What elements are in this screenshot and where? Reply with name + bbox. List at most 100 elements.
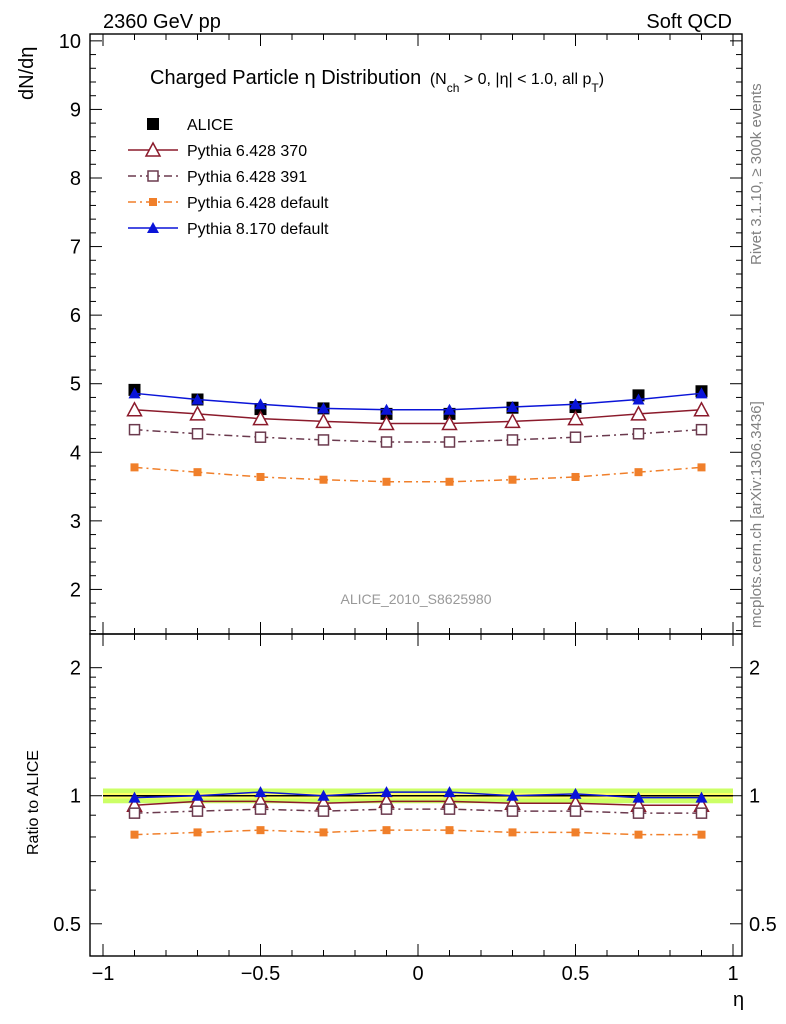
main-data-point xyxy=(567,410,584,426)
ratio-ylabel: Ratio to ALICE xyxy=(25,750,42,855)
main-series-2 xyxy=(128,423,708,448)
main-data-point xyxy=(378,414,395,431)
main-ytick-label: 2 xyxy=(70,579,81,601)
main-data-point xyxy=(443,403,456,415)
title-note-mid: > 0, |η| < 1.0, all p xyxy=(459,71,591,88)
main-data-point xyxy=(317,402,330,414)
ratio-ytick-label-right: 0.5 xyxy=(749,914,777,936)
ratio-data-point xyxy=(128,807,141,819)
legend-label: Pythia 6.428 default xyxy=(187,195,329,212)
main-data-point xyxy=(569,398,582,410)
ratio-data-point xyxy=(695,791,708,803)
header-left: 2360 GeV pp xyxy=(103,11,221,33)
main-data-point xyxy=(504,412,521,429)
ratio-data-point xyxy=(128,791,141,803)
main-data-point xyxy=(189,405,206,421)
ratio-ytick-label-left: 2 xyxy=(70,658,81,680)
main-data-point xyxy=(191,428,204,440)
main-data-point xyxy=(441,414,458,431)
main-data-point xyxy=(506,434,519,446)
legend-marker xyxy=(149,198,157,206)
main-data-point xyxy=(130,463,139,472)
ratio-series-line xyxy=(134,791,702,799)
ratio-data-point xyxy=(193,828,202,837)
ratio-series-line xyxy=(134,800,702,806)
main-data-point xyxy=(634,468,643,477)
main-series-4 xyxy=(128,387,708,415)
legend-marker xyxy=(144,141,162,157)
main-data-point xyxy=(319,475,328,484)
main-ytick-label: 10 xyxy=(59,31,81,53)
ratio-ytick-label-right: 2 xyxy=(749,658,760,680)
ratio-data-point xyxy=(445,826,454,835)
title-note-post: ) xyxy=(599,71,604,88)
main-series-line xyxy=(134,409,702,425)
main-series-layer xyxy=(126,383,710,486)
chart-title-main: Charged Particle η Distribution xyxy=(150,67,421,89)
legend: ALICE Pythia 6.428 370 Pythia 6.428 391 Pyt… xyxy=(128,117,329,238)
ratio-data-point xyxy=(130,830,139,839)
header-right: Soft QCD xyxy=(646,11,732,33)
legend-item: Pythia 6.428 391 xyxy=(128,169,307,186)
legend-item: ALICE xyxy=(147,117,233,134)
xtick-label: 0.5 xyxy=(562,963,590,985)
chart-title-note: (Nch > 0, |η| < 1.0, all pT) xyxy=(430,71,604,95)
legend-item: Pythia 6.428 default xyxy=(128,195,329,212)
main-data-point xyxy=(252,410,269,426)
main-series-line xyxy=(134,466,702,483)
main-ytick-label: 4 xyxy=(70,442,81,464)
ratio-data-point xyxy=(632,807,645,819)
mcplots-label: mcplots.cern.ch [arXiv:1306.3436] xyxy=(748,401,765,628)
legend-label: Pythia 6.428 370 xyxy=(187,143,307,160)
title-note-sub2: T xyxy=(591,81,599,95)
ratio-data-point xyxy=(380,803,393,815)
legend-label: ALICE xyxy=(187,117,233,134)
ratio-data-point xyxy=(506,805,519,817)
ratio-data-point xyxy=(571,828,580,837)
main-data-point xyxy=(128,387,141,399)
ratio-series-2 xyxy=(130,826,706,839)
main-data-point xyxy=(630,405,647,421)
main-data-point xyxy=(256,472,265,481)
legend-marker xyxy=(147,222,159,233)
main-data-point xyxy=(506,401,519,413)
ratio-data-point xyxy=(634,830,643,839)
legend-label: Pythia 8.170 default xyxy=(187,221,329,238)
main-series-line xyxy=(134,392,702,411)
ratio-data-point xyxy=(443,803,456,815)
legend-label: Pythia 6.428 391 xyxy=(187,169,307,186)
main-data-point xyxy=(193,468,202,477)
ratio-series-line xyxy=(134,808,702,814)
main-data-point xyxy=(697,463,706,472)
main-ytick-label: 8 xyxy=(70,168,81,190)
ratio-data-point xyxy=(191,805,204,817)
main-data-point xyxy=(380,403,393,415)
main-data-point xyxy=(695,423,708,436)
chart-title: Charged Particle η Distribution (Nch > 0… xyxy=(150,67,604,95)
legend-item: Pythia 6.428 370 xyxy=(128,141,307,160)
main-ytick-label: 9 xyxy=(70,99,81,121)
main-data-point xyxy=(445,477,454,486)
main-ytick-label: 7 xyxy=(70,237,81,259)
ratio-series-3 xyxy=(128,786,708,803)
ratio-data-point xyxy=(506,789,519,801)
main-data-point xyxy=(126,401,143,417)
xtick-label: −0.5 xyxy=(241,963,280,985)
main-series-3 xyxy=(130,463,706,486)
main-data-point xyxy=(443,436,456,448)
xtick-label: −1 xyxy=(92,963,115,985)
main-data-point xyxy=(571,472,580,481)
main-data-point xyxy=(380,436,393,448)
main-data-point xyxy=(695,387,708,399)
ratio-series-1 xyxy=(128,803,708,819)
legend-marker xyxy=(147,118,159,130)
main-ytick-label: 5 xyxy=(70,374,81,396)
ratio-data-point xyxy=(382,826,391,835)
ratio-data-point xyxy=(508,828,517,837)
ratio-data-point xyxy=(254,803,267,815)
ratio-data-point xyxy=(191,789,204,801)
ratio-ytick-label-left: 1 xyxy=(70,786,81,808)
legend-marker xyxy=(147,170,159,182)
main-data-point xyxy=(632,393,645,405)
main-data-point xyxy=(382,477,391,486)
